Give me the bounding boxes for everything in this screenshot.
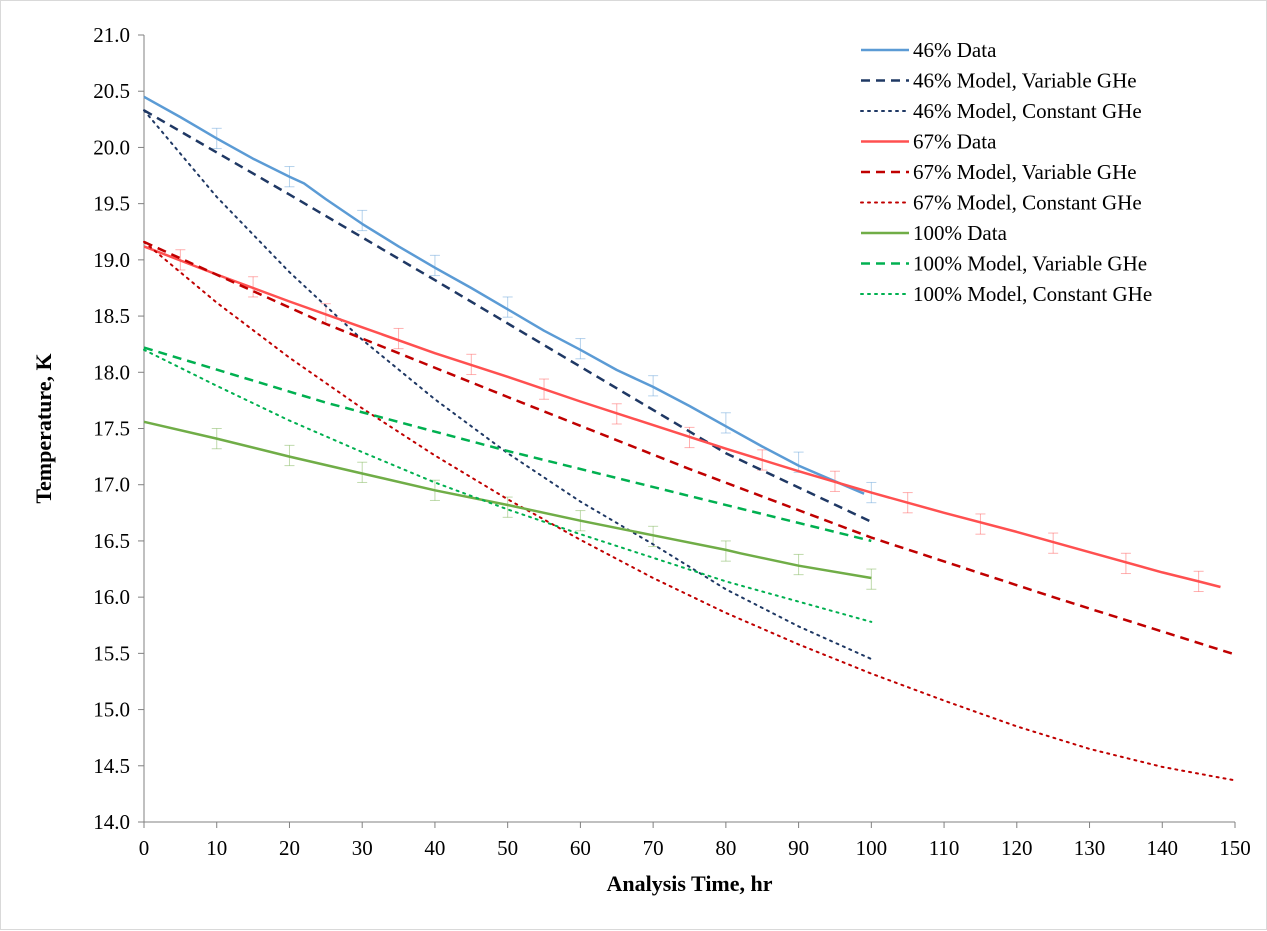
y-tick-label: 16.5: [93, 529, 130, 553]
error-bars-0: [211, 127, 877, 504]
series-line-4: [143, 240, 1236, 656]
y-tick-label: 17.5: [93, 417, 130, 441]
legend-label: 67% Model, Variable GHe: [913, 160, 1137, 184]
y-tick-label: 20.0: [93, 135, 130, 159]
legend-label: 100% Model, Variable GHe: [913, 252, 1147, 276]
legend-label: 46% Data: [913, 38, 997, 62]
series-line-2: [143, 109, 873, 660]
legend-label: 67% Model, Constant GHe: [913, 191, 1142, 215]
x-tick-label: 0: [139, 836, 150, 860]
legend-label: 100% Data: [913, 221, 1008, 245]
series-line-6: [143, 420, 872, 580]
y-tick-label: 17.0: [93, 473, 130, 497]
x-tick-label: 100: [856, 836, 888, 860]
legend-label: 67% Data: [913, 130, 997, 154]
y-tick-label: 19.5: [93, 192, 130, 216]
legend-label: 100% Model, Constant GHe: [913, 282, 1152, 306]
x-tick-label: 20: [279, 836, 300, 860]
x-tick-label: 150: [1219, 836, 1251, 860]
x-tick-label: 130: [1074, 836, 1106, 860]
y-tick-label: 14.5: [93, 754, 130, 778]
y-tick-label: 21.0: [93, 23, 130, 47]
x-tick-label: 40: [424, 836, 445, 860]
y-tick-label: 18.0: [93, 360, 130, 384]
series-line-5: [143, 240, 1236, 782]
x-tick-label: 120: [1001, 836, 1033, 860]
legend-label: 46% Model, Constant GHe: [913, 99, 1142, 123]
y-tick-label: 18.5: [93, 304, 130, 328]
x-tick-label: 60: [570, 836, 591, 860]
x-axis-title: Analysis Time, hr: [606, 871, 772, 896]
x-tick-label: 110: [929, 836, 960, 860]
y-tick-label: 20.5: [93, 79, 130, 103]
x-tick-label: 30: [352, 836, 373, 860]
series-line-0: [143, 95, 865, 495]
y-axis-title: Temperature, K: [31, 353, 56, 503]
x-tick-label: 90: [788, 836, 809, 860]
series-line-1: [143, 109, 872, 523]
error-bars-6: [211, 428, 877, 590]
series-line-8: [143, 348, 873, 623]
y-tick-label: 16.0: [93, 585, 130, 609]
x-tick-label: 50: [497, 836, 518, 860]
x-tick-label: 140: [1147, 836, 1179, 860]
series-line-3: [143, 245, 1221, 589]
x-tick-label: 10: [206, 836, 227, 860]
y-tick-label: 14.0: [93, 810, 130, 834]
x-tick-label: 80: [715, 836, 736, 860]
y-tick-label: 19.0: [93, 248, 130, 272]
x-tick-label: 70: [643, 836, 664, 860]
legend-label: 46% Model, Variable GHe: [913, 69, 1137, 93]
series-line-7: [143, 346, 872, 543]
y-tick-label: 15.5: [93, 641, 130, 665]
y-tick-label: 15.0: [93, 698, 130, 722]
